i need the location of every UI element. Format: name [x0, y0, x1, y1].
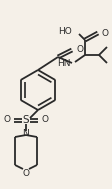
- Text: HN: HN: [57, 59, 70, 67]
- Text: N: N: [22, 129, 29, 138]
- Text: S: S: [23, 115, 29, 125]
- Text: HO: HO: [58, 28, 71, 36]
- Text: O: O: [41, 115, 48, 125]
- Text: O: O: [76, 44, 83, 53]
- Text: O: O: [101, 29, 108, 37]
- Text: O: O: [3, 115, 10, 125]
- Text: O: O: [22, 169, 29, 177]
